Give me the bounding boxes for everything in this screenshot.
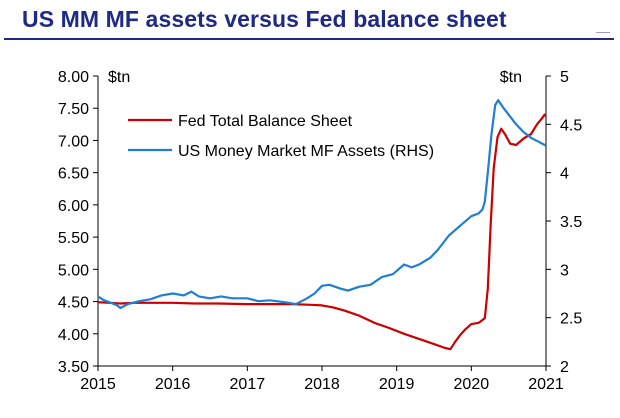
series-line-fed-balance-sheet: [97, 113, 547, 351]
x-tick-label: 2018: [304, 376, 340, 393]
x-tick-label: 2016: [155, 376, 191, 393]
title-underline-accent: [596, 32, 610, 33]
left-tick-label: 7.50: [58, 101, 89, 118]
left-tick-label: 8.00: [58, 69, 89, 86]
legend-label: Fed Total Balance Sheet: [178, 113, 353, 130]
title-underline: [4, 38, 614, 40]
legend-label: US Money Market MF Assets (RHS): [178, 143, 434, 160]
left-tick-label: 4.50: [58, 295, 89, 312]
left-axis-unit: $tn: [108, 69, 130, 86]
right-axis-unit: $tn: [500, 69, 522, 86]
left-tick-label: 3.50: [58, 359, 89, 376]
x-tick-label: 2015: [80, 376, 116, 393]
series-line-mmmf-assets: [97, 99, 547, 310]
x-tick-label: 2020: [454, 376, 490, 393]
right-tick-label: 4: [560, 166, 569, 183]
right-tick-label: 2: [560, 359, 569, 376]
right-tick-label: 4.5: [560, 117, 582, 134]
left-tick-label: 6.00: [58, 198, 89, 215]
left-tick-label: 4.00: [58, 327, 89, 344]
x-tick-label: 2017: [230, 376, 266, 393]
x-tick-label: 2019: [379, 376, 415, 393]
right-tick-label: 3: [560, 262, 569, 279]
right-tick-label: 3.5: [560, 214, 582, 231]
right-tick-label: 2.5: [560, 311, 582, 328]
left-tick-label: 5.00: [58, 262, 89, 279]
legend: Fed Total Balance Sheet US Money Market M…: [128, 113, 434, 160]
axes: 3.50 4.00 4.50 5.00 5.50 6.00 6.50 7.00 7.50 8.00…: [58, 69, 582, 393]
left-tick-label: 7.00: [58, 133, 89, 150]
left-tick-label: 6.50: [58, 166, 89, 183]
series-lines: [97, 99, 547, 351]
left-tick-label: 5.50: [58, 230, 89, 247]
right-tick-label: 5: [560, 69, 569, 86]
x-tick-label: 2021: [528, 376, 564, 393]
chart-title: US MM MF assets versus Fed balance sheet: [22, 6, 507, 32]
